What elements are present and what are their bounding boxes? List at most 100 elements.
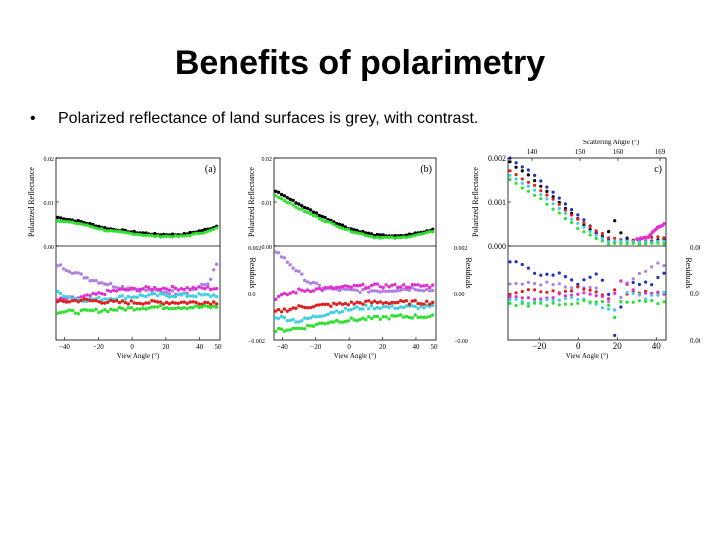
data-point [413,304,417,309]
data-point [526,288,530,292]
data-point [588,300,592,304]
data-point [384,315,388,319]
data-point [625,282,629,286]
data-point [401,299,406,304]
data-point [613,219,617,223]
data-point [526,168,530,172]
data-point [197,302,201,306]
data-point [200,282,204,287]
residuals-axis-label: Residuals [464,257,473,288]
data-point [399,285,403,289]
data-point [141,287,145,291]
data-point [170,235,175,239]
top-tick-label: 160 [613,148,624,156]
data-point [144,307,148,311]
data-point [378,306,382,311]
data-point [514,303,518,308]
data-point [358,301,362,305]
series-bottom-green [508,299,666,320]
data-point [508,298,512,302]
series-top-green [56,219,219,239]
data-point [375,232,380,237]
data-point [120,299,125,303]
data-point [545,290,549,294]
data-point [520,282,524,286]
data-point [129,305,133,310]
data-point [372,236,377,240]
data-point [274,189,278,193]
data-point [300,204,304,208]
x-tick-label: −20 [532,341,547,351]
data-point [570,302,574,306]
data-point [82,297,86,301]
data-point [396,289,400,293]
data-point [58,263,63,267]
x-tick-label: 20 [379,343,387,351]
data-point [88,279,92,283]
y-axis-label: Polarized Reflectance [27,167,36,237]
data-point [563,294,568,298]
data-point [206,282,210,286]
data-point [352,283,356,288]
series-top-cyan [508,173,666,244]
data-point [557,298,561,302]
data-point [132,295,136,299]
data-point [399,288,403,292]
data-point [288,318,292,323]
data-point [650,241,654,245]
data-point [576,301,580,305]
data-point [533,188,537,192]
data-point [300,326,304,331]
y-tick-label: 0.00 [44,245,55,251]
data-point [56,299,60,304]
series-bottom-magenta [508,279,666,301]
data-point [637,282,642,287]
data-point [343,319,348,324]
data-point [153,305,157,309]
x-tick-label: 40 [652,341,662,351]
data-point [123,230,128,235]
data-point [364,233,368,238]
data-point [120,294,125,298]
data-point [662,236,666,240]
data-point [156,287,160,292]
data-point [129,286,133,290]
data-point [126,306,130,310]
data-point [126,294,130,299]
data-point [650,265,654,269]
data-point [399,235,403,240]
data-point [361,307,365,311]
data-point [85,297,89,302]
data-point [378,300,382,304]
data-point [191,285,195,290]
data-point [326,286,330,290]
data-point [410,299,414,303]
data-point [396,300,400,305]
data-point [378,236,382,240]
data-point [576,282,580,286]
data-point [123,297,128,301]
data-point [320,314,324,318]
data-point [170,306,175,311]
y-tick-label: 0.002 [488,154,506,163]
data-point [185,294,189,298]
data-point [557,206,561,211]
data-point [308,316,313,320]
data-point [161,286,166,290]
data-point [393,301,397,305]
data-point [361,287,365,292]
data-point [326,302,330,306]
data-point [164,234,169,238]
data-point [358,231,362,236]
data-point [594,302,598,306]
data-point [305,206,310,211]
data-point [91,222,95,227]
data-point [343,284,348,288]
x-tick-label: 0 [347,343,351,351]
data-point [551,195,555,199]
data-point [396,235,400,240]
data-point [209,277,213,281]
data-point [514,260,518,264]
data-point [533,193,537,197]
data-point [520,177,524,181]
